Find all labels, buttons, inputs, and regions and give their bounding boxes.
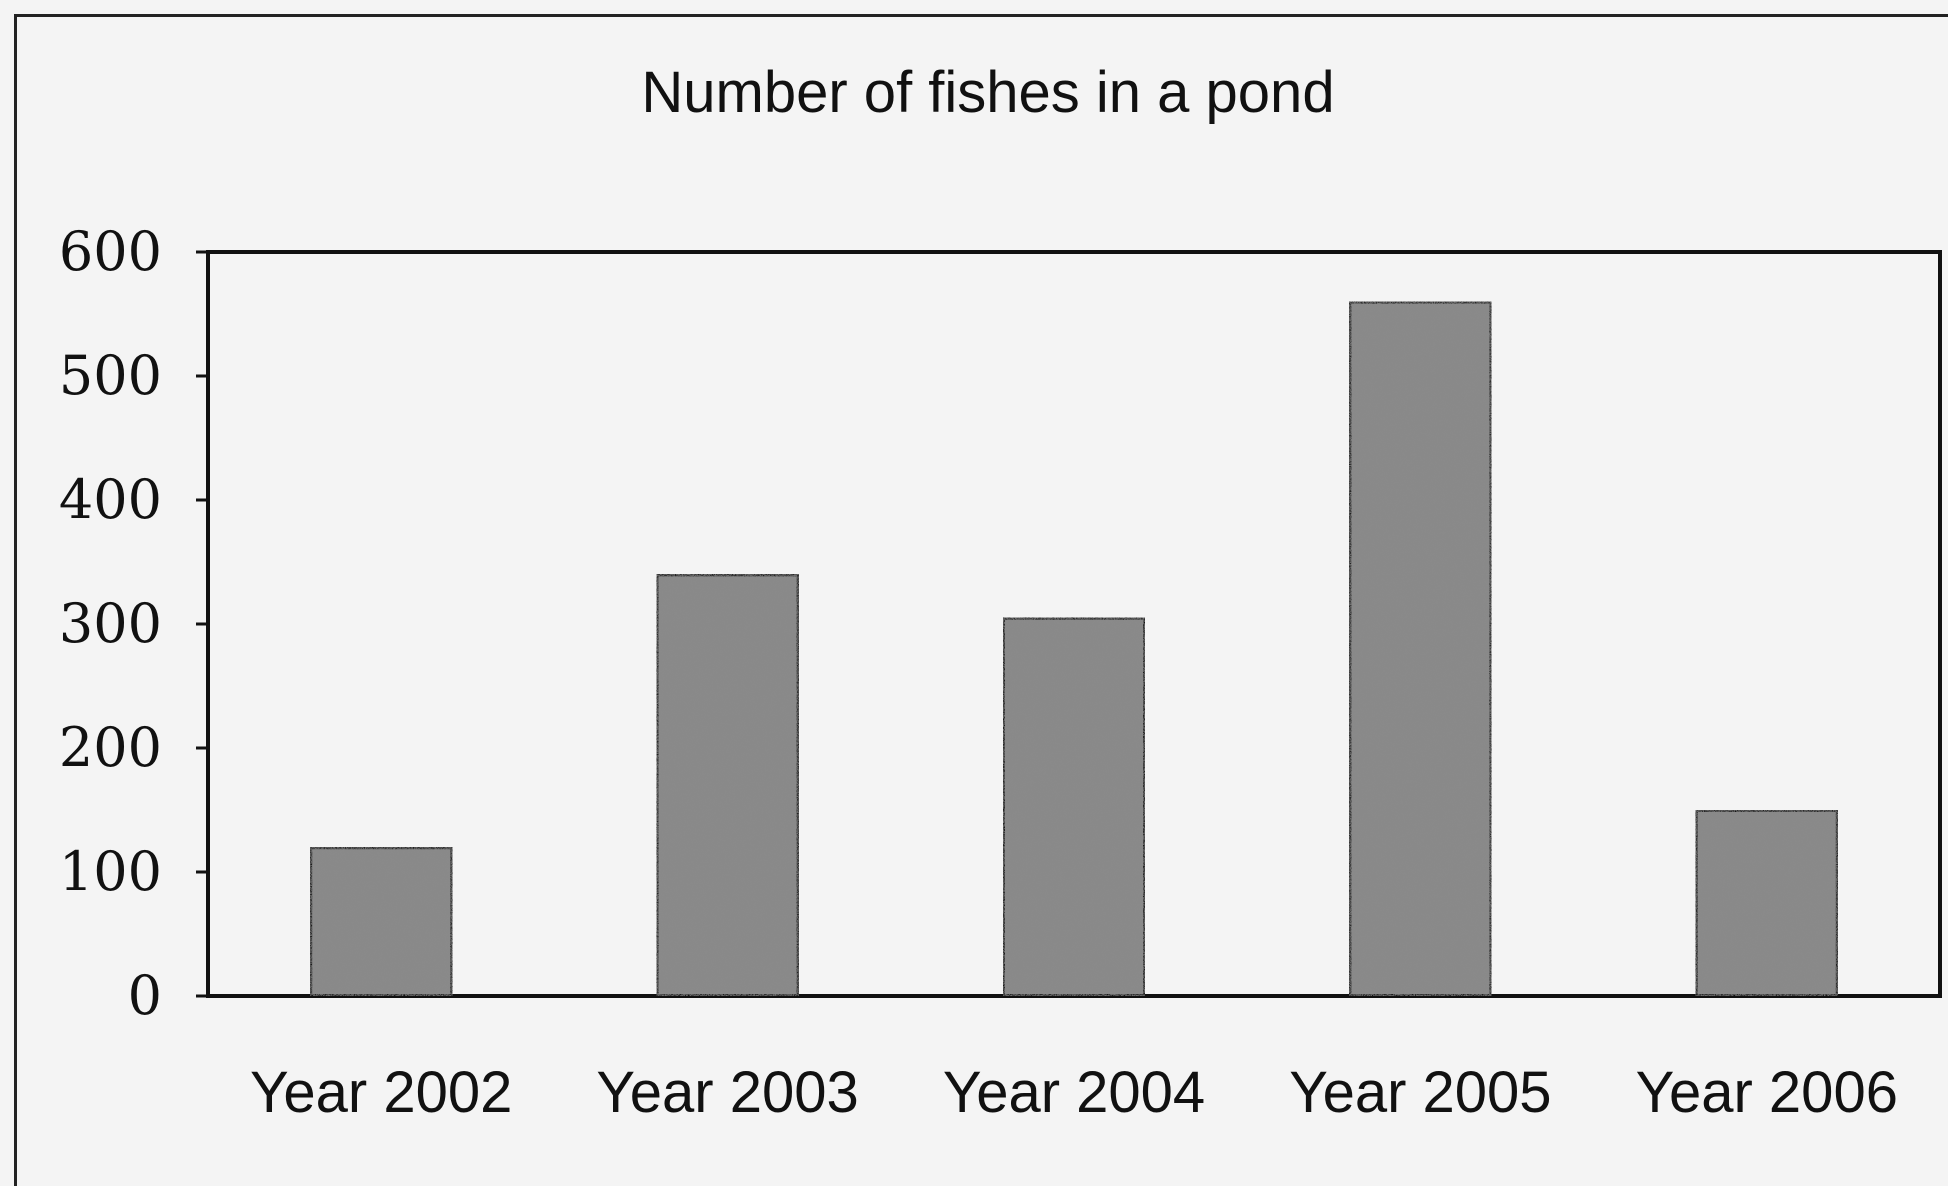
x-tick-label: Year 2006	[1636, 1060, 1898, 1125]
y-tick-label: 200	[59, 716, 162, 779]
x-tick-label: Year 2005	[1289, 1060, 1551, 1125]
bars	[308, 299, 1840, 999]
y-tick-label: 300	[59, 592, 162, 655]
bar-year-2003	[654, 572, 801, 999]
y-tick-label: 100	[59, 840, 162, 903]
y-axis: 0 100 200 300 400 500 600	[59, 220, 208, 1027]
bar-year-2005	[1347, 299, 1494, 999]
y-tick-label: 0	[128, 964, 162, 1027]
chart-frame	[14, 14, 1948, 1186]
y-tick-label: 500	[59, 344, 162, 407]
y-tick-label: 400	[59, 468, 162, 531]
chart-title: Number of fishes in a pond	[641, 60, 1334, 125]
y-tick-label: 600	[59, 220, 162, 283]
bar-year-2006	[1693, 808, 1840, 998]
bar-year-2004	[1001, 615, 1147, 998]
bar-year-2002	[308, 845, 455, 999]
x-tick-label: Year 2004	[943, 1060, 1205, 1125]
x-tick-label: Year 2003	[596, 1060, 858, 1125]
x-tick-label: Year 2002	[250, 1060, 512, 1125]
x-axis: Year 2002 Year 2003 Year 2004 Year 2005 Year…	[250, 1060, 1898, 1125]
